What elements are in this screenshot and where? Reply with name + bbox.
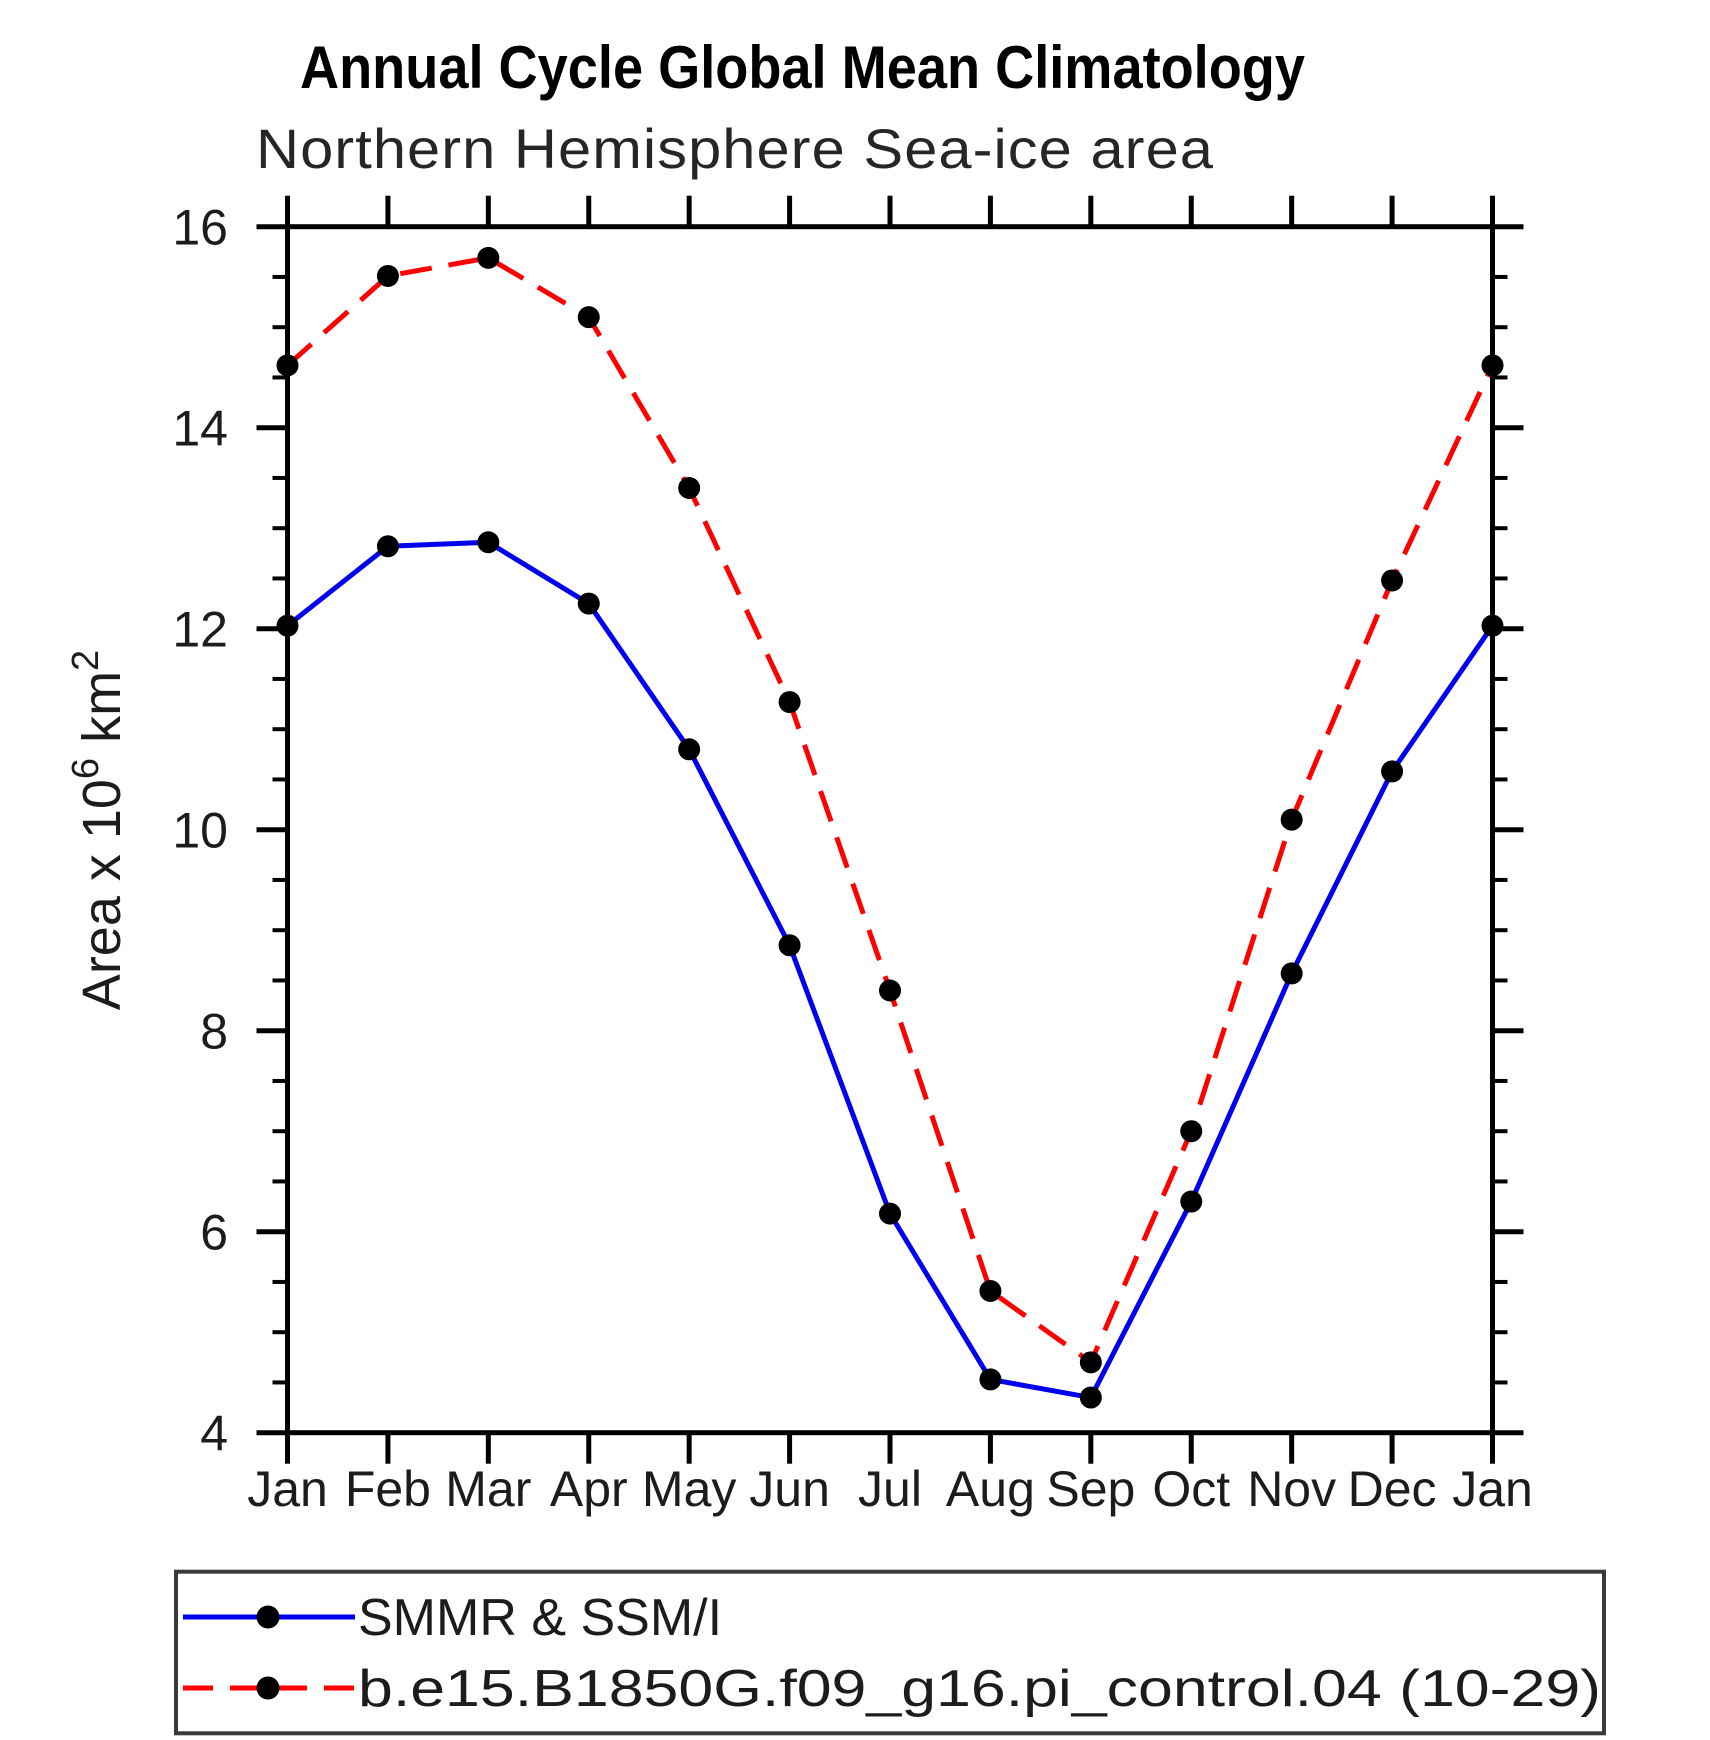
data-point	[1381, 569, 1404, 592]
axes	[256, 195, 1524, 1464]
y-axis-label: Area x 106 km2	[65, 650, 132, 1010]
data-point	[477, 246, 500, 269]
y-tick-label: 4	[200, 1406, 228, 1462]
legend-item: b.e15.B1850G.f09_g16.pi_control.04 (10-2…	[183, 1660, 1601, 1718]
legend-label: SMMR & SSM/I	[358, 1589, 722, 1647]
x-tick-label: May	[642, 1461, 736, 1517]
x-tick-label: Jun	[749, 1461, 830, 1517]
data-point	[1079, 1351, 1102, 1374]
data-point	[678, 477, 701, 499]
data-point	[1481, 614, 1504, 637]
chart-title: Annual Cycle Global Mean Climatology	[300, 34, 1306, 101]
data-point	[1381, 760, 1404, 783]
legend-box	[174, 1569, 1606, 1736]
x-tick-label: Jan	[1452, 1461, 1533, 1517]
data-point	[1079, 1386, 1102, 1409]
data-point	[678, 738, 701, 761]
legend: SMMR & SSM/I b.e15.B1850G.f09_g16.pi_cont…	[174, 1569, 1606, 1736]
data-point	[276, 614, 299, 637]
x-tick-label: Sep	[1046, 1461, 1135, 1517]
y-tick-label: 16	[172, 200, 228, 256]
series-model	[276, 246, 1504, 1374]
legend-label: b.e15.B1850G.f09_g16.pi_control.04 (10-2…	[358, 1660, 1601, 1718]
data-point	[1481, 354, 1504, 377]
y-tick-label: 14	[172, 401, 228, 457]
x-tick-label: Mar	[445, 1461, 531, 1517]
x-tick-label: Jul	[858, 1461, 922, 1517]
x-tick-label: Apr	[550, 1461, 628, 1517]
legend-item: SMMR & SSM/I	[183, 1589, 722, 1647]
x-tick-label: Feb	[345, 1461, 431, 1517]
data-point	[276, 354, 299, 377]
data-point	[879, 1202, 901, 1225]
y-axis-tick-labels: 4 6 8 10 12 14 16	[172, 200, 228, 1462]
data-point	[979, 1368, 1002, 1391]
chart-subtitle: Northern Hemisphere Sea-ice area	[256, 117, 1214, 180]
x-tick-label: Nov	[1247, 1461, 1336, 1517]
y-tick-label: 12	[172, 602, 228, 658]
y-minor-ticks	[272, 274, 1508, 1385]
series-line	[285, 255, 1495, 1365]
plot-frame	[285, 224, 1495, 1436]
y-major-ticks	[256, 224, 1524, 1436]
data-point	[979, 1279, 1002, 1302]
data-point	[376, 535, 399, 558]
x-tick-label: Oct	[1152, 1461, 1230, 1517]
y-tick-label: 6	[200, 1205, 228, 1261]
y-tick-label: 10	[172, 803, 228, 859]
data-point	[778, 691, 801, 714]
month-ticks	[285, 195, 1495, 1464]
data-point	[376, 264, 399, 287]
legend-sample-marker	[256, 1676, 280, 1700]
series-line	[285, 539, 1495, 1401]
data-point	[477, 531, 500, 554]
y-tick-label: 8	[200, 1004, 228, 1060]
data-point	[1280, 808, 1303, 831]
data-series	[276, 246, 1504, 1409]
data-point	[778, 934, 801, 957]
data-point	[577, 306, 600, 329]
data-point	[879, 979, 901, 1002]
x-tick-label: Dec	[1348, 1461, 1437, 1517]
data-point	[1180, 1120, 1203, 1143]
x-axis-tick-labels: Jan Feb Mar Apr May Jun Jul Aug Sep Oct Nov Dec Jan	[247, 1461, 1533, 1517]
data-point	[577, 592, 600, 615]
legend-sample-marker	[256, 1605, 280, 1629]
series-observations	[276, 531, 1504, 1409]
data-point	[1280, 962, 1303, 985]
x-tick-label: Aug	[946, 1461, 1035, 1517]
data-point	[1180, 1190, 1203, 1213]
x-tick-label: Jan	[247, 1461, 328, 1517]
